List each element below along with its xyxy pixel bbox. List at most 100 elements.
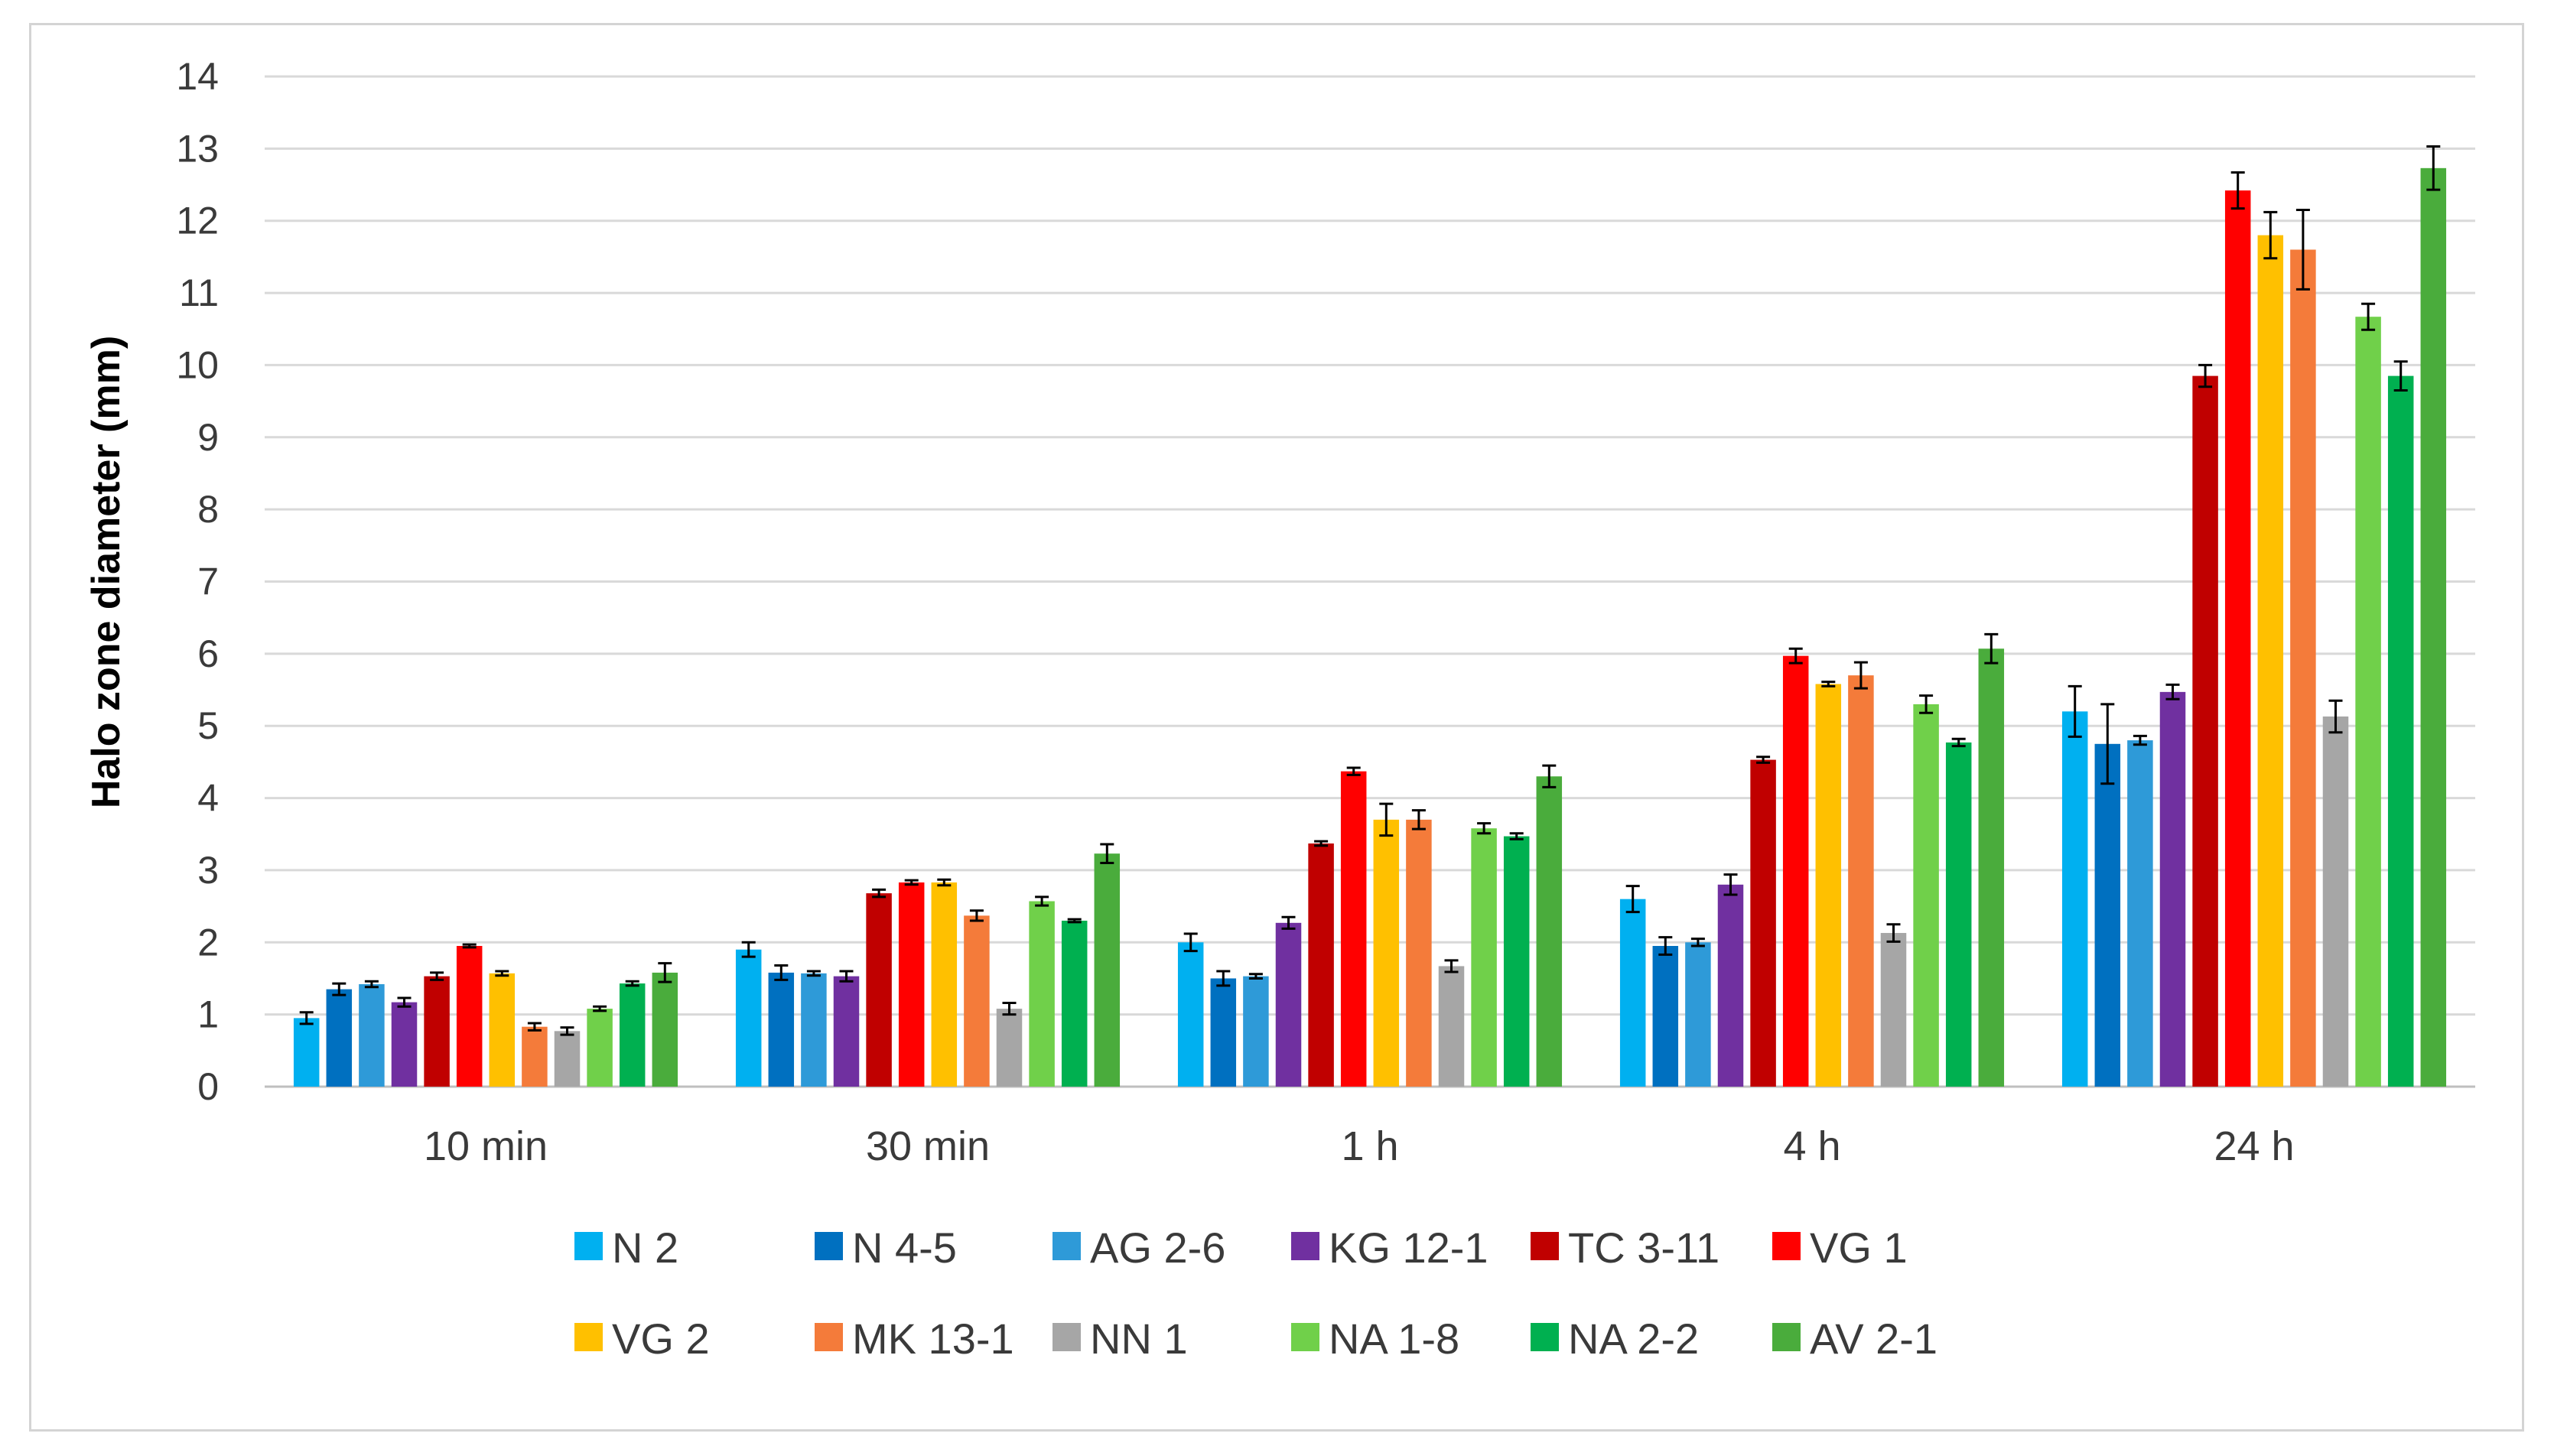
error-bar	[658, 962, 672, 983]
error-bar	[1509, 832, 1524, 840]
error-bar	[1919, 694, 1934, 714]
bar-av-2-1	[2420, 167, 2447, 1087]
y-tick-label: 14	[176, 55, 219, 98]
legend-label: AG 2-6	[1090, 1224, 1225, 1272]
bar-vg-1	[1340, 771, 1367, 1087]
legend-item: MK 13-1	[815, 1315, 1014, 1363]
error-bar	[332, 982, 346, 996]
y-tick-label: 11	[179, 271, 219, 314]
error-bar	[1542, 764, 1557, 788]
bar-kg-12-1	[391, 1002, 418, 1087]
error-bar	[1248, 973, 1263, 980]
bar-ag-2-6	[2127, 740, 2153, 1087]
error-bar	[2426, 145, 2441, 191]
y-tick-label: 13	[176, 127, 219, 170]
y-tick-label: 3	[197, 849, 219, 892]
bar-vg-2	[489, 973, 516, 1087]
error-bar	[1788, 647, 1803, 665]
bar-tc-3-11	[1308, 843, 1334, 1087]
bar-na-2-2	[1503, 836, 1530, 1087]
bar-n-2	[1177, 942, 1204, 1087]
legend-item: N 2	[574, 1224, 678, 1272]
error-bar	[2068, 684, 2082, 738]
legend-item: AV 2-1	[1772, 1315, 1937, 1363]
error-bar	[1183, 932, 1198, 953]
bar-ag-2-6	[1685, 942, 1711, 1087]
bar-na-2-2	[2387, 375, 2414, 1087]
error-bar	[1984, 632, 1999, 665]
bar-n-2	[1619, 899, 1646, 1087]
bar-vg-1	[1782, 655, 1809, 1087]
bar-na-2-2	[1945, 742, 1972, 1087]
bar-vg-2	[2257, 235, 2284, 1087]
error-bar	[364, 980, 379, 989]
bar-ag-2-6	[801, 973, 827, 1087]
error-bar	[2263, 210, 2278, 260]
bar-tc-3-11	[1750, 759, 1776, 1087]
bar-n-4-5	[1210, 978, 1237, 1087]
legend-swatch	[574, 1323, 603, 1351]
bar-na-1-8	[2355, 317, 2381, 1087]
bar-vg-1	[2224, 190, 2251, 1087]
legend-label: NA 2-2	[1568, 1315, 1699, 1363]
error-bar	[1216, 970, 1231, 987]
legend-item: VG 2	[574, 1315, 710, 1363]
bar-vg-2	[1815, 684, 1842, 1087]
error-bar	[904, 879, 919, 886]
bar-mk-13-1	[1406, 819, 1432, 1087]
bar-n-4-5	[2094, 743, 2121, 1087]
legend-item: N 4-5	[815, 1224, 957, 1272]
bar-mk-13-1	[2290, 249, 2316, 1087]
error-bar	[560, 1026, 574, 1036]
error-bar	[1281, 915, 1296, 930]
legend-item: AG 2-6	[1053, 1224, 1225, 1272]
y-tick-label: 6	[197, 632, 219, 675]
bar-av-2-1	[1536, 776, 1563, 1087]
y-tick-label: 0	[197, 1065, 219, 1108]
error-bar	[397, 996, 412, 1008]
error-bar	[839, 970, 854, 983]
legend-swatch	[1772, 1232, 1801, 1260]
bar-n-4-5	[1652, 946, 1679, 1087]
legend-swatch	[1772, 1323, 1801, 1351]
y-tick-label: 5	[197, 704, 219, 747]
error-bar	[462, 943, 477, 949]
error-bar	[1314, 840, 1329, 847]
bar-na-2-2	[1061, 920, 1088, 1087]
bar-nn-1	[1880, 933, 1907, 1087]
legend-label: KG 12-1	[1329, 1224, 1488, 1272]
error-bar	[2100, 703, 2115, 785]
legend-label: N 2	[612, 1224, 678, 1272]
legend-swatch	[1053, 1323, 1081, 1351]
bar-nn-1	[554, 1031, 581, 1087]
error-bar	[1658, 936, 1673, 956]
bar-mk-13-1	[964, 915, 990, 1087]
legend-swatch	[815, 1232, 843, 1260]
error-bar	[1625, 885, 1640, 914]
error-bar	[2393, 360, 2408, 392]
bar-nn-1	[996, 1009, 1023, 1087]
bar-n-2	[735, 949, 762, 1087]
x-category-label: 10 min	[424, 1123, 548, 1169]
error-bars	[299, 145, 2441, 1036]
x-category-label: 24 h	[2214, 1123, 2294, 1169]
error-bar	[1723, 873, 1738, 896]
y-axis-title: Halo zone diameter (mm)	[84, 336, 129, 808]
error-bar	[1853, 661, 1868, 690]
y-tick-label: 8	[197, 488, 219, 531]
bar-na-1-8	[1913, 704, 1939, 1087]
legend-swatch	[1531, 1323, 1559, 1351]
legend-item: KG 12-1	[1291, 1224, 1488, 1272]
error-bar	[969, 909, 984, 922]
gridlines	[265, 75, 2475, 1088]
error-bar	[1035, 895, 1049, 907]
legend-swatch	[1531, 1232, 1559, 1260]
error-bar	[1886, 923, 1901, 943]
error-bar	[1346, 766, 1361, 776]
error-bar	[430, 971, 444, 981]
bar-tc-3-11	[424, 976, 450, 1087]
error-bar	[1690, 938, 1705, 947]
legend-swatch	[1053, 1232, 1081, 1260]
bar-nn-1	[1438, 966, 1465, 1087]
